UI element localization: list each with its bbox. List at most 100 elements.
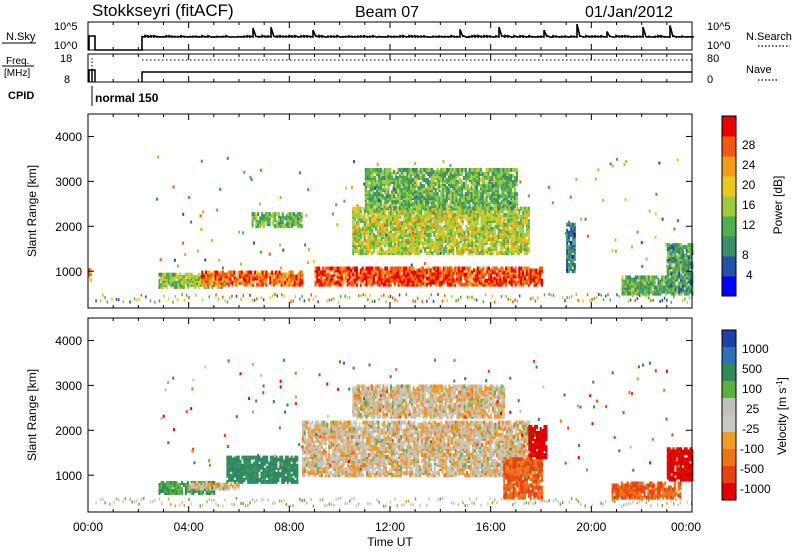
echo-cell-6	[478, 174, 481, 178]
echo-cell-2	[256, 282, 258, 287]
echo-cell-5	[388, 218, 391, 223]
echo-cell-6	[381, 176, 384, 180]
echo-cell-6	[417, 196, 420, 201]
echo-cell-8	[634, 287, 637, 292]
echo-cell-5	[363, 231, 366, 235]
echo-cell-6	[436, 194, 439, 199]
echo-cell-6	[480, 167, 482, 172]
nsky-label: N.Sky	[6, 31, 36, 43]
sparse-echo	[392, 187, 395, 191]
echo-cell-5	[425, 208, 428, 213]
echo-cell-5	[450, 218, 453, 223]
echo-cell-2	[271, 276, 274, 281]
echo-cell-6	[417, 174, 420, 178]
echo-cell-5	[429, 233, 432, 237]
echo-cell-4	[537, 268, 540, 273]
echo-cell-4	[414, 270, 417, 275]
echo-cell-9	[666, 243, 669, 248]
echo-cell-0	[169, 481, 172, 485]
echo-cell-5	[463, 243, 466, 248]
echo-cell-4	[452, 268, 455, 273]
echo-cell-0	[166, 485, 168, 490]
echo-cell-2	[261, 282, 264, 287]
echo-cell-5	[371, 245, 374, 250]
echo-cell-8	[663, 289, 666, 294]
echo-cell-3	[285, 214, 288, 219]
echo-cell-5	[463, 214, 466, 219]
echo-cell-6	[438, 174, 441, 178]
echo-cell-0	[179, 485, 182, 490]
echo-cell-5	[514, 224, 517, 229]
echo-cell-6	[506, 204, 509, 209]
echo-cell-6	[476, 186, 479, 191]
echo-cell-5	[361, 214, 364, 219]
echo-cell-4	[497, 272, 500, 277]
near-range-echo	[326, 299, 328, 303]
echo-cell-5	[374, 216, 377, 221]
echo-cell-2	[261, 278, 264, 283]
echo-cell-6	[436, 182, 439, 186]
echo-cell-5	[405, 251, 408, 256]
echo-cell-9	[668, 281, 671, 286]
echo-cell-5	[491, 231, 494, 235]
echo-cell-8	[649, 275, 652, 280]
echo-cell-6	[408, 184, 411, 189]
echo-cell-8	[644, 287, 647, 292]
sparse-echo	[631, 245, 633, 249]
echo-cell-5	[501, 224, 504, 229]
echo-cell-6	[451, 194, 454, 199]
echo-cell-4	[512, 276, 515, 281]
near-range-echo	[591, 298, 593, 301]
echo-cell-5	[359, 208, 362, 213]
sparse-echo	[358, 227, 361, 231]
echo-cell-4	[535, 278, 538, 283]
echo-cell-9	[685, 267, 688, 272]
echo-cell-6	[400, 202, 403, 207]
echo-cell-5	[493, 216, 496, 221]
echo-cell-5	[501, 239, 504, 244]
near-range-echo	[235, 294, 238, 298]
echo-cell-4	[529, 272, 532, 277]
near-range-echo	[344, 294, 346, 298]
echo-cell-6	[430, 171, 433, 176]
echo-cell-5	[437, 243, 440, 248]
echo-cell-5	[516, 212, 519, 217]
echo-cell-0	[164, 483, 167, 487]
echo-cell-6	[370, 174, 373, 178]
echo-cell-6	[510, 167, 513, 172]
echo-cell-0	[160, 485, 163, 490]
echo-cell-3	[281, 224, 284, 229]
echo-cell-4	[386, 270, 389, 275]
echo-cell-6	[515, 200, 518, 205]
echo-cell-5	[371, 229, 374, 233]
echo-cell-4	[522, 266, 525, 271]
echo-cell-5	[486, 239, 489, 244]
echo-cell-6	[419, 204, 422, 209]
near-range-echo	[122, 300, 124, 304]
echo-cell-5	[363, 245, 366, 250]
echo-cell-3	[264, 216, 267, 221]
echo-cell-4	[412, 266, 415, 271]
echo-cell-6	[434, 204, 437, 209]
echo-cell-4	[522, 282, 525, 287]
echo-cell-4	[471, 270, 474, 275]
echo-cell-4	[473, 276, 475, 281]
echo-cell-6	[453, 167, 456, 172]
echo-cell-1	[188, 274, 191, 279]
echo-cell-1	[164, 282, 167, 287]
echo-cell-5	[384, 251, 387, 256]
echo-cell-4	[373, 276, 375, 281]
echo-cell-9	[670, 283, 673, 288]
echo-cell-4	[401, 276, 404, 281]
echo-cell-5	[527, 233, 530, 237]
echo-cell-6	[415, 204, 418, 209]
near-range-echo	[577, 299, 580, 302]
echo-cell-5	[508, 233, 511, 237]
echo-cell-5	[452, 239, 455, 244]
echo-cell-6	[376, 180, 379, 184]
echo-cell-5	[505, 229, 508, 233]
echo-cell-5	[484, 218, 487, 223]
echo-cell-2	[291, 280, 294, 285]
echo-cell-6	[385, 188, 388, 193]
echo-cell-6	[389, 174, 392, 178]
